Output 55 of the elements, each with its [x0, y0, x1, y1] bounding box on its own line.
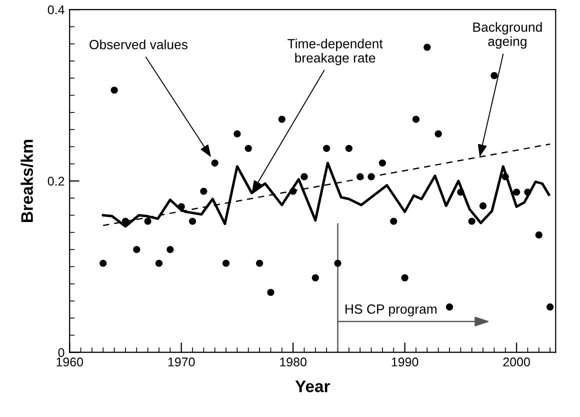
point — [155, 260, 163, 267]
point — [412, 116, 420, 123]
point — [356, 173, 364, 180]
x-tick-label: 1970 — [168, 358, 195, 366]
point — [468, 218, 476, 225]
ref-line-label: HS CP program — [346, 304, 436, 316]
annotation: Observed values — [90, 40, 188, 50]
point — [401, 274, 408, 282]
point — [512, 188, 520, 196]
point — [446, 303, 454, 310]
point — [502, 173, 509, 180]
point — [133, 246, 140, 254]
point — [490, 72, 498, 80]
x-axis-title: Year — [295, 380, 330, 392]
y-tick-label: 0.2 — [48, 176, 64, 186]
point — [345, 144, 352, 152]
y-tick-label: 0 — [58, 348, 64, 358]
point — [188, 218, 196, 225]
point — [378, 159, 386, 167]
point — [334, 260, 342, 267]
point — [178, 203, 185, 210]
point — [267, 288, 274, 296]
y-tick-label: 0.4 — [48, 5, 64, 14]
point — [479, 202, 487, 210]
point — [244, 144, 252, 152]
point — [122, 218, 130, 225]
point — [524, 188, 532, 196]
point — [200, 188, 208, 195]
point — [144, 218, 152, 225]
point — [424, 44, 431, 51]
point — [434, 130, 442, 138]
point — [457, 188, 464, 196]
point — [222, 260, 230, 267]
point — [323, 144, 330, 152]
point — [234, 130, 241, 138]
point — [110, 86, 118, 94]
point — [166, 246, 174, 254]
point — [100, 260, 107, 267]
y-axis-title: Breaks/km — [20, 140, 34, 222]
point — [312, 274, 319, 282]
point — [290, 188, 297, 195]
annotation: Time-dependent breakage rate — [288, 38, 383, 66]
point — [211, 159, 218, 167]
point — [368, 173, 375, 180]
annotation: Background ageing — [473, 22, 542, 49]
point — [390, 218, 398, 225]
point — [300, 173, 308, 180]
x-tick-label: 1980 — [280, 358, 306, 366]
point — [256, 260, 264, 267]
x-tick-label: 1990 — [392, 358, 418, 366]
point — [546, 303, 554, 310]
point — [278, 116, 286, 123]
point — [535, 231, 542, 239]
x-tick-label: 1960 — [56, 358, 84, 366]
x-tick-label: 2000 — [503, 358, 530, 366]
